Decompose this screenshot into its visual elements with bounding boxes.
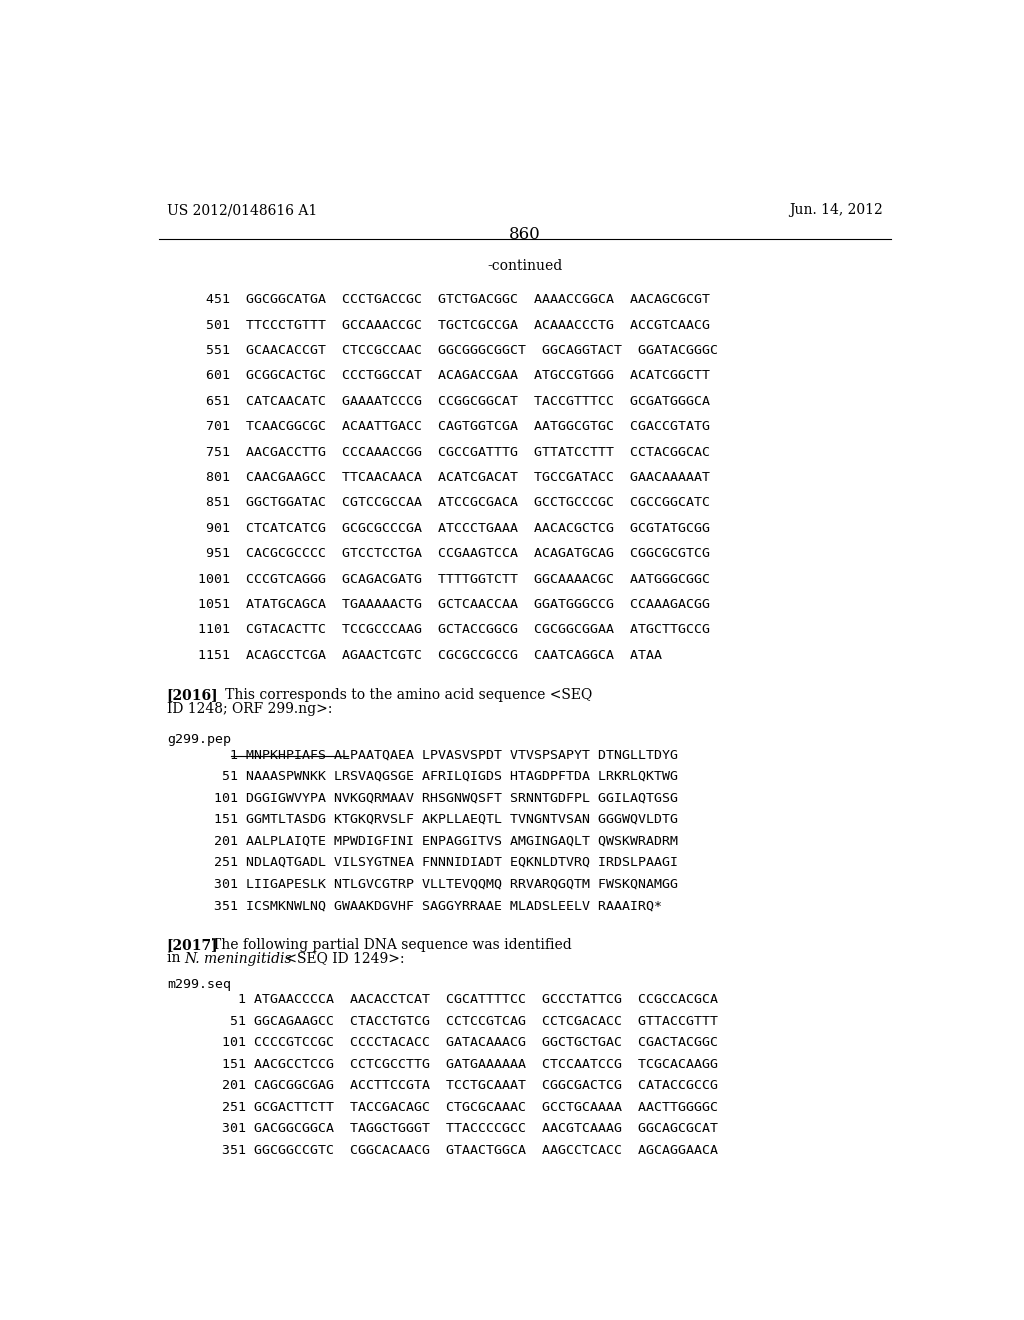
Text: 551  GCAACACCGT  CTCCGCCAAC  GGCGGGCGGCT  GGCAGGTACT  GGATACGGGC: 551 GCAACACCGT CTCCGCCAAC GGCGGGCGGCT GG…	[198, 345, 718, 356]
Text: 451  GGCGGCATGA  CCCTGACCGC  GTCTGACGGC  AAAACCGGCA  AACAGCGCGT: 451 GGCGGCATGA CCCTGACCGC GTCTGACGGC AAA…	[198, 293, 710, 306]
Text: 1 MNPKHPIAFS ALPAATQAEA LPVASVSPDT VTVSPSAPYT DTNGLLTDYG: 1 MNPKHPIAFS ALPAATQAEA LPVASVSPDT VTVSP…	[198, 748, 678, 762]
Text: [2016]: [2016]	[167, 688, 218, 702]
Text: <SEQ ID 1249>:: <SEQ ID 1249>:	[281, 952, 404, 965]
Text: in: in	[167, 952, 184, 965]
Text: 601  GCGGCACTGC  CCCTGGCCAT  ACAGACCGAA  ATGCCGTGGG  ACATCGGCTT: 601 GCGGCACTGC CCCTGGCCAT ACAGACCGAA ATG…	[198, 370, 710, 383]
Text: 951  CACGCGCCCC  GTCCTCCTGA  CCGAAGTCCA  ACAGATGCAG  CGGCGCGTCG: 951 CACGCGCCCC GTCCTCCTGA CCGAAGTCCA ACA…	[198, 548, 710, 560]
Text: 751  AACGACCTTG  CCCAAACCGG  CGCCGATTTG  GTTATCCTTT  CCTACGGCAC: 751 AACGACCTTG CCCAAACCGG CGCCGATTTG GTT…	[198, 446, 710, 458]
Text: Jun. 14, 2012: Jun. 14, 2012	[790, 203, 883, 216]
Text: 201 CAGCGGCGAG  ACCTTCCGTA  TCCTGCAAAT  CGGCGACTCG  CATACCGCCG: 201 CAGCGGCGAG ACCTTCCGTA TCCTGCAAAT CGG…	[198, 1080, 718, 1093]
Text: 1151  ACAGCCTCGA  AGAACTCGTC  CGCGCCGCCG  CAATCAGGCA  ATAA: 1151 ACAGCCTCGA AGAACTCGTC CGCGCCGCCG CA…	[198, 649, 662, 661]
Text: 851  GGCTGGATAC  CGTCCGCCAA  ATCCGCGACA  GCCTGCCCGC  CGCCGGCATC: 851 GGCTGGATAC CGTCCGCCAA ATCCGCGACA GCC…	[198, 496, 710, 510]
Text: 51 NAAASPWNKK LRSVAQGSGE AFRILQIGDS HTAGDPFTDA LRKRLQKTWG: 51 NAAASPWNKK LRSVAQGSGE AFRILQIGDS HTAG…	[198, 770, 678, 783]
Text: 351 GGCGGCCGTC  CGGCACAACG  GTAACTGGCA  AAGCCTCACC  AGCAGGAACA: 351 GGCGGCCGTC CGGCACAACG GTAACTGGCA AAG…	[198, 1144, 718, 1158]
Text: 151 GGMTLTASDG KTGKQRVSLF AKPLLAEQTL TVNGNTVSAN GGGWQVLDTG: 151 GGMTLTASDG KTGKQRVSLF AKPLLAEQTL TVN…	[198, 813, 678, 826]
Text: 151 AACGCCTCCG  CCTCGCCTTG  GATGAAAAAA  CTCCAATCCG  TCGCACAAGG: 151 AACGCCTCCG CCTCGCCTTG GATGAAAAAA CTC…	[198, 1057, 718, 1071]
Text: 301 GACGGCGGCA  TAGGCTGGGT  TTACCCCGCC  AACGTCAAAG  GGCAGCGCAT: 301 GACGGCGGCA TAGGCTGGGT TTACCCCGCC AAC…	[198, 1122, 718, 1135]
Text: 51 GGCAGAAGCC  CTACCTGTCG  CCTCCGTCAG  CCTCGACACC  GTTACCGTTT: 51 GGCAGAAGCC CTACCTGTCG CCTCCGTCAG CCTC…	[198, 1015, 718, 1028]
Text: m299.seq: m299.seq	[167, 978, 230, 991]
Text: 351 ICSMKNWLNQ GWAAKDGVHF SAGGYRRAAE MLADSLEELV RAAAIRQ*: 351 ICSMKNWLNQ GWAAKDGVHF SAGGYRRAAE MLA…	[198, 899, 662, 912]
Text: 201 AALPLAIQTE MPWDIGFINI ENPAGGITVS AMGINGAQLT QWSKWRADRM: 201 AALPLAIQTE MPWDIGFINI ENPAGGITVS AMG…	[198, 834, 678, 847]
Text: US 2012/0148616 A1: US 2012/0148616 A1	[167, 203, 317, 216]
Text: 1 ATGAACCCCA  AACACCTCAT  CGCATTTTCC  GCCCTATTCG  CCGCCACGCA: 1 ATGAACCCCA AACACCTCAT CGCATTTTCC GCCCT…	[198, 993, 718, 1006]
Text: The following partial DNA sequence was identified: The following partial DNA sequence was i…	[212, 937, 571, 952]
Text: N. meningitidis: N. meningitidis	[184, 952, 292, 965]
Text: 1101  CGTACACTTC  TCCGCCCAAG  GCTACCGGCG  CGCGGCGGAA  ATGCTTGCCG: 1101 CGTACACTTC TCCGCCCAAG GCTACCGGCG CG…	[198, 623, 710, 636]
Text: 301 LIIGAPESLK NTLGVCGTRP VLLTEVQQMQ RRVARQGQTM FWSKQNAMGG: 301 LIIGAPESLK NTLGVCGTRP VLLTEVQQMQ RRV…	[198, 878, 678, 891]
Text: ID 1248; ORF 299.ng>:: ID 1248; ORF 299.ng>:	[167, 702, 332, 715]
Text: This corresponds to the amino acid sequence <SEQ: This corresponds to the amino acid seque…	[212, 688, 592, 702]
Text: 251 NDLAQTGADL VILSYGTNEA FNNNIDIADT EQKNLDTVRQ IRDSLPAAGI: 251 NDLAQTGADL VILSYGTNEA FNNNIDIADT EQK…	[198, 857, 678, 869]
Text: 1001  CCCGTCAGGG  GCAGACGATG  TTTTGGTCTT  GGCAAAACGC  AATGGGCGGC: 1001 CCCGTCAGGG GCAGACGATG TTTTGGTCTT GG…	[198, 573, 710, 586]
Text: 1051  ATATGCAGCA  TGAAAAACTG  GCTCAACCAA  GGATGGGCCG  CCAAAGACGG: 1051 ATATGCAGCA TGAAAAACTG GCTCAACCAA GG…	[198, 598, 710, 611]
Text: 101 CCCCGTCCGC  CCCCTACACC  GATACAAACG  GGCTGCTGAC  CGACTACGGC: 101 CCCCGTCCGC CCCCTACACC GATACAAACG GGC…	[198, 1036, 718, 1049]
Text: [2017]: [2017]	[167, 937, 218, 952]
Text: 651  CATCAACATC  GAAAATCCCG  CCGGCGGCAT  TACCGTTTCC  GCGATGGGCA: 651 CATCAACATC GAAAATCCCG CCGGCGGCAT TAC…	[198, 395, 710, 408]
Text: 901  CTCATCATCG  GCGCGCCCGA  ATCCCTGAAA  AACACGCTCG  GCGTATGCGG: 901 CTCATCATCG GCGCGCCCGA ATCCCTGAAA AAC…	[198, 521, 710, 535]
Text: 701  TCAACGGCGC  ACAATTGACC  CAGTGGTCGA  AATGGCGTGC  CGACCGTATG: 701 TCAACGGCGC ACAATTGACC CAGTGGTCGA AAT…	[198, 420, 710, 433]
Text: -continued: -continued	[487, 259, 562, 272]
Text: 251 GCGACTTCTT  TACCGACAGC  CTGCGCAAAC  GCCTGCAAAA  AACTTGGGGC: 251 GCGACTTCTT TACCGACAGC CTGCGCAAAC GCC…	[198, 1101, 718, 1114]
Text: 501  TTCCCTGTTT  GCCAAACCGC  TGCTCGCCGA  ACAAACCCTG  ACCGTCAACG: 501 TTCCCTGTTT GCCAAACCGC TGCTCGCCGA ACA…	[198, 318, 710, 331]
Text: 860: 860	[509, 226, 541, 243]
Text: 801  CAACGAAGCC  TTCAACAACA  ACATCGACAT  TGCCGATACC  GAACAAAAAT: 801 CAACGAAGCC TTCAACAACA ACATCGACAT TGC…	[198, 471, 710, 484]
Text: g299.pep: g299.pep	[167, 733, 230, 746]
Text: 101 DGGIGWVYPA NVKGQRMAAV RHSGNWQSFT SRNNTGDFPL GGILAQTGSG: 101 DGGIGWVYPA NVKGQRMAAV RHSGNWQSFT SRN…	[198, 792, 678, 804]
